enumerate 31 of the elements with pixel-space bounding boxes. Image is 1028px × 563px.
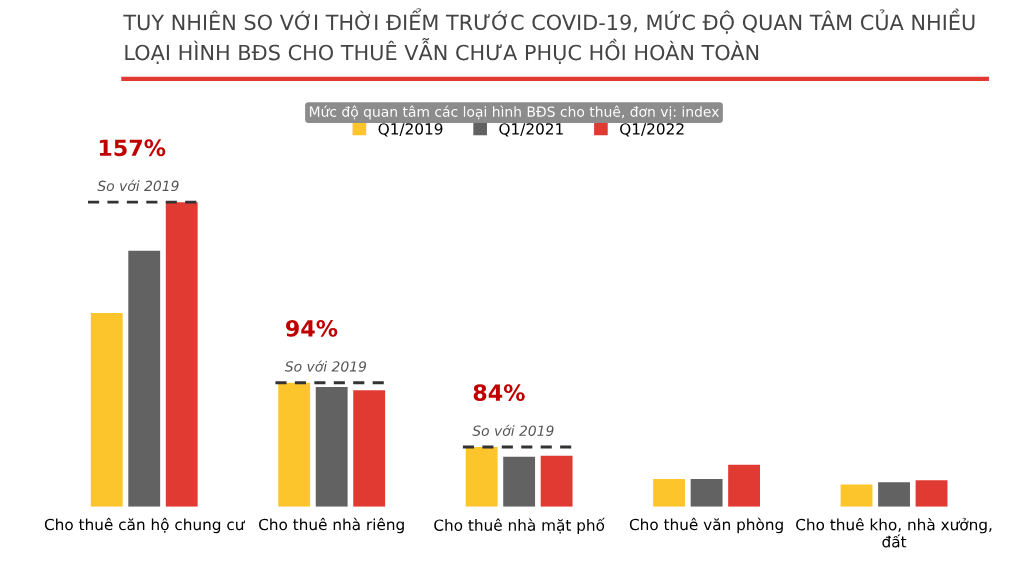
annotation: So với 2019 — [472, 424, 554, 436]
legend-label: Q1/2022 — [620, 123, 684, 137]
x-tick-label: Cho thuê văn phòng — [629, 517, 783, 534]
bar — [315, 387, 348, 507]
chart-subtitle: Mức độ quan tâm các loại hình BĐS cho thuê, đơn vị: index — [309, 105, 719, 120]
x-tick-label: Cho thuê căn hộ chung cư — [44, 517, 246, 534]
bar — [278, 382, 311, 507]
bar — [165, 202, 198, 507]
bar — [915, 480, 948, 507]
x-tick-label: Cho thuê nhà mặt phố — [434, 517, 605, 534]
x-tick-label: Cho thuê nhà riêng — [259, 517, 404, 534]
annotation: So với 2019 — [284, 360, 367, 372]
bar — [503, 456, 536, 507]
bar — [653, 478, 686, 507]
annotation: 94% — [285, 319, 338, 337]
bar — [728, 464, 761, 507]
bar — [840, 484, 873, 507]
bar — [128, 250, 161, 507]
x-tick-label: Cho thuê kho, nhà xưởng, đất — [796, 517, 992, 548]
text: 157% — [99, 139, 166, 157]
legend-label: Q1/2021 — [499, 123, 563, 137]
annotation: 84% — [473, 384, 525, 402]
chart-title: TUY NHIÊN SO VỚI THỜI ĐIỂM TRƯỚC COVID-19, MỨC ĐỘ QUAN TÂM CỦA NHIỀU LOẠI HÌNH BĐS CHO THUÊ VẪN CHƯA PHỤC HỒI HOÀN TOÀN — [123, 8, 975, 64]
bar — [465, 447, 498, 507]
legend-label: Q1/2019 — [378, 123, 443, 137]
bar — [878, 482, 910, 507]
text: So với 2019 — [97, 179, 179, 192]
bar — [353, 390, 386, 507]
bar — [690, 478, 723, 507]
bar — [90, 312, 123, 507]
bar — [540, 455, 573, 507]
